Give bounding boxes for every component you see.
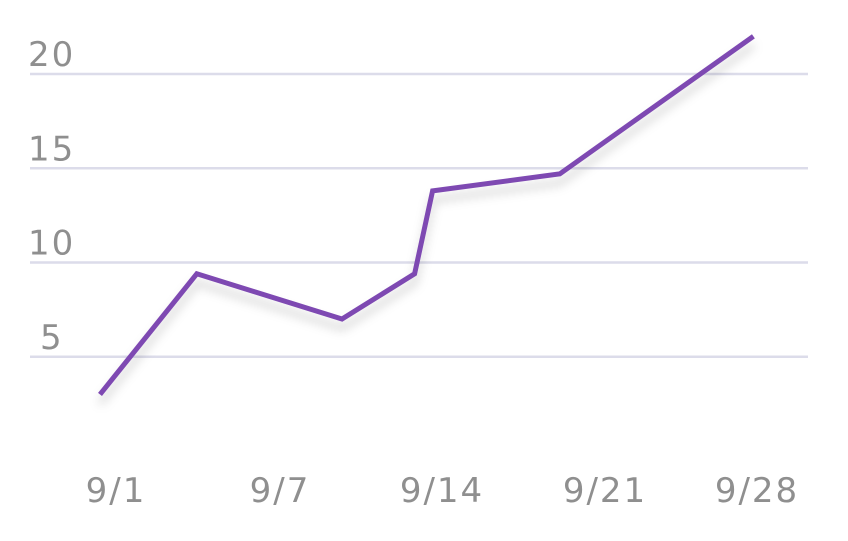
y-tick-label: 10 (28, 224, 75, 264)
series-line-0 (98, 34, 755, 396)
y-axis-tick-labels: 5 10 15 20 (28, 35, 75, 358)
x-tick-label: 9/7 (250, 471, 311, 511)
x-axis-tick-labels: 9/1 9/7 9/14 9/21 9/28 (86, 471, 799, 511)
gridlines (30, 72, 808, 358)
y-tick-label: 5 (40, 318, 64, 358)
x-tick-label: 9/21 (563, 471, 647, 511)
x-tick-label: 9/14 (400, 471, 484, 511)
y-tick-label: 15 (28, 129, 75, 169)
y-tick-label: 20 (28, 35, 75, 75)
series-lines (98, 34, 755, 396)
x-tick-label: 9/28 (715, 471, 799, 511)
x-tick-label: 9/1 (86, 471, 147, 511)
